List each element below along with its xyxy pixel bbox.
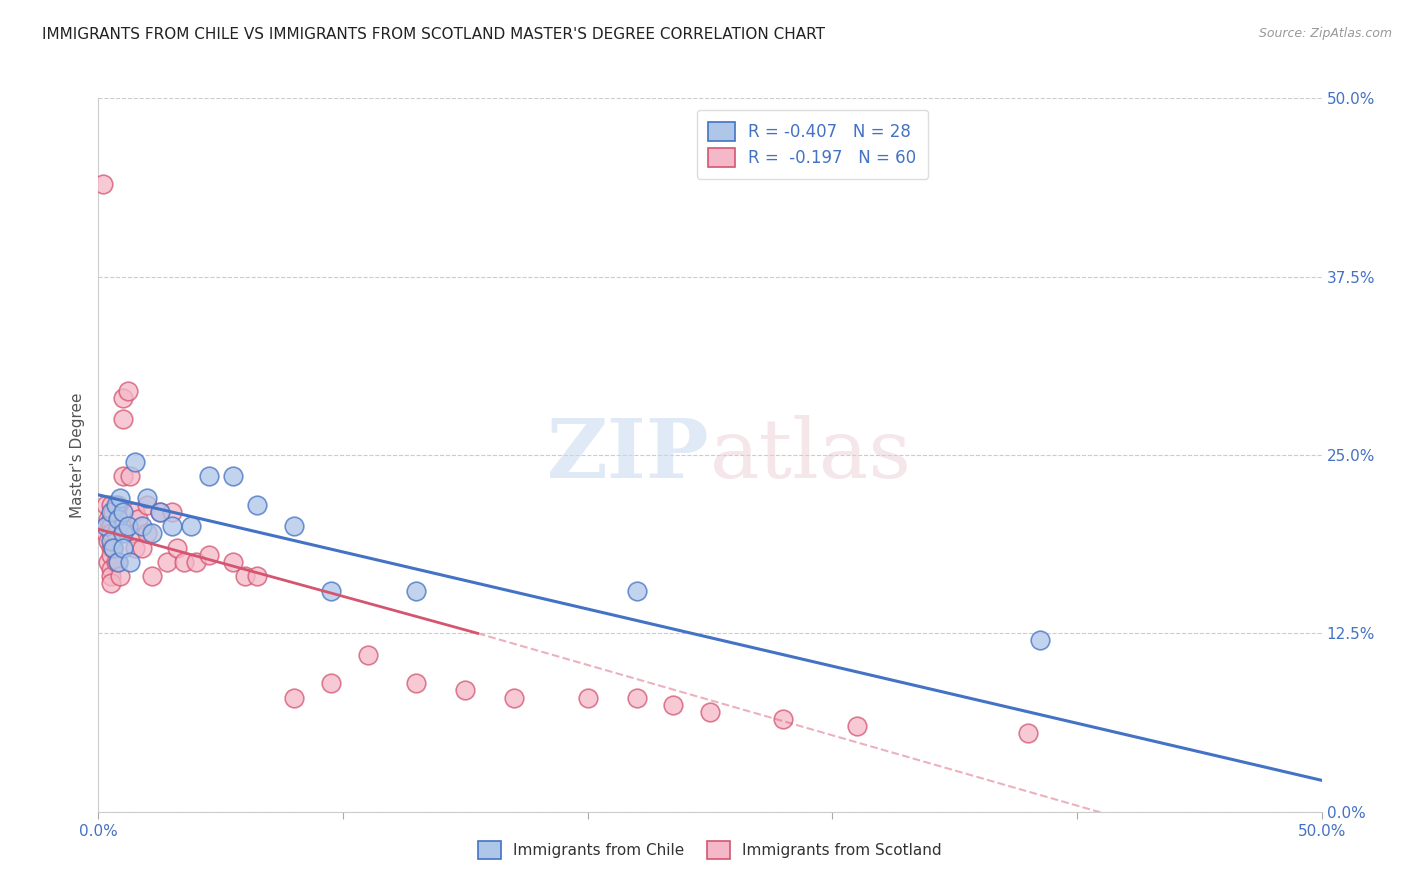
Point	[100, 562, 122, 576]
Point	[156, 555, 179, 569]
Point	[124, 526, 146, 541]
Point	[111, 519, 134, 533]
Point	[111, 391, 134, 405]
Point	[160, 505, 183, 519]
Point	[222, 469, 245, 483]
Point	[107, 519, 129, 533]
Point	[233, 569, 256, 583]
Point	[111, 505, 134, 519]
Point	[1029, 633, 1052, 648]
Point	[100, 498, 122, 512]
Point	[136, 491, 159, 505]
Point	[111, 526, 134, 541]
Point	[100, 576, 122, 591]
Point	[197, 469, 219, 483]
Point	[111, 469, 134, 483]
Point	[104, 555, 127, 569]
Point	[222, 555, 245, 569]
Point	[319, 583, 342, 598]
Legend: Immigrants from Chile, Immigrants from Scotland: Immigrants from Chile, Immigrants from S…	[472, 835, 948, 864]
Point	[107, 555, 129, 569]
Point	[180, 519, 202, 533]
Point	[94, 519, 117, 533]
Point	[100, 512, 122, 526]
Point	[127, 512, 149, 526]
Point	[124, 505, 146, 519]
Point	[283, 690, 305, 705]
Point	[405, 583, 427, 598]
Point	[104, 526, 127, 541]
Point	[101, 541, 124, 555]
Point	[626, 690, 648, 705]
Point	[97, 533, 120, 548]
Point	[845, 719, 868, 733]
Point	[1017, 726, 1039, 740]
Point	[149, 505, 172, 519]
Point	[136, 498, 159, 512]
Point	[136, 526, 159, 541]
Point	[100, 548, 122, 562]
Text: Source: ZipAtlas.com: Source: ZipAtlas.com	[1258, 27, 1392, 40]
Point	[101, 505, 124, 519]
Point	[100, 526, 122, 541]
Point	[111, 412, 134, 426]
Point	[111, 541, 134, 555]
Point	[246, 498, 269, 512]
Point	[107, 555, 129, 569]
Point	[149, 505, 172, 519]
Point	[124, 455, 146, 469]
Point	[100, 533, 122, 548]
Point	[197, 548, 219, 562]
Point	[97, 512, 120, 526]
Point	[131, 541, 153, 555]
Y-axis label: Master's Degree: Master's Degree	[70, 392, 86, 517]
Point	[94, 526, 117, 541]
Point	[100, 519, 122, 533]
Point	[104, 498, 127, 512]
Point	[131, 519, 153, 533]
Point	[405, 676, 427, 690]
Point	[120, 555, 142, 569]
Text: atlas: atlas	[710, 415, 912, 495]
Point	[160, 519, 183, 533]
Point	[772, 712, 794, 726]
Point	[120, 469, 142, 483]
Point	[107, 498, 129, 512]
Point	[100, 505, 122, 519]
Point	[699, 705, 721, 719]
Point	[94, 498, 117, 512]
Point	[166, 541, 188, 555]
Point	[100, 569, 122, 583]
Point	[503, 690, 526, 705]
Point	[454, 683, 477, 698]
Point	[141, 569, 163, 583]
Point	[91, 177, 114, 191]
Point	[101, 541, 124, 555]
Point	[662, 698, 685, 712]
Point	[186, 555, 208, 569]
Point	[97, 555, 120, 569]
Point	[283, 519, 305, 533]
Point	[173, 555, 195, 569]
Point	[100, 541, 122, 555]
Point	[110, 491, 132, 505]
Point	[107, 512, 129, 526]
Point	[117, 519, 139, 533]
Point	[124, 541, 146, 555]
Point	[141, 526, 163, 541]
Point	[319, 676, 342, 690]
Point	[356, 648, 378, 662]
Point	[626, 583, 648, 598]
Point	[110, 569, 132, 583]
Text: IMMIGRANTS FROM CHILE VS IMMIGRANTS FROM SCOTLAND MASTER'S DEGREE CORRELATION CH: IMMIGRANTS FROM CHILE VS IMMIGRANTS FROM…	[42, 27, 825, 42]
Point	[576, 690, 599, 705]
Point	[246, 569, 269, 583]
Text: ZIP: ZIP	[547, 415, 710, 495]
Point	[117, 384, 139, 398]
